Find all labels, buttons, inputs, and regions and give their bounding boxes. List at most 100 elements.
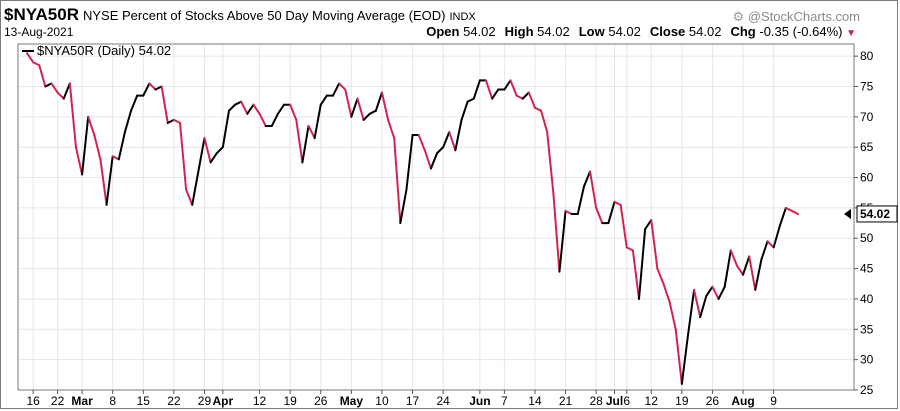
low-value: 54.02 [608, 24, 641, 39]
series-segment [209, 152, 218, 164]
series-segment [766, 240, 775, 249]
series-segment [105, 155, 114, 206]
series-segment [252, 103, 261, 115]
x-tick-label: 26 [706, 394, 720, 408]
series-segment [111, 155, 120, 161]
series-segment [350, 97, 359, 118]
series-segment [662, 282, 671, 303]
down-arrow-icon: ▼ [846, 28, 856, 39]
x-tick-label: Aug [731, 394, 754, 408]
x-tick-label: 22 [51, 394, 65, 408]
x-axis: 16 22 Mar 8 15 22 29 Apr 12 19 26 May 10 17 24 Jun 7 14 21… [26, 390, 777, 408]
series-segment [38, 64, 47, 88]
series-segment [711, 285, 720, 300]
series-segment [503, 79, 512, 91]
x-tick-label: Apr [213, 394, 234, 408]
series-segment [638, 228, 647, 300]
x-tick-label: 24 [436, 394, 450, 408]
series-segment [564, 209, 573, 215]
series-segment [582, 170, 592, 188]
x-tick-label: 22 [167, 394, 181, 408]
series-segment [527, 91, 536, 109]
series-segment [686, 288, 696, 337]
watermark-text: @StockCharts.com [747, 9, 860, 24]
x-tick-label: 9 [770, 394, 777, 408]
series-segment [301, 124, 310, 164]
series-segment [50, 82, 59, 94]
y-tick-label: 75 [860, 79, 874, 93]
gear-icon: ⚙ [732, 9, 745, 24]
x-tick-label: 29 [198, 394, 212, 408]
watermark: ⚙ @StockCharts.com [733, 9, 860, 25]
series-segment [344, 88, 353, 118]
x-tick-label: 26 [314, 394, 328, 408]
series-segment [185, 188, 194, 206]
series-segment [74, 146, 84, 176]
y-axis: 253035404550556065707580 [854, 49, 874, 397]
ticker-symbol: $NYA50R [4, 5, 79, 24]
series-segment [362, 112, 371, 121]
y-tick-label: 40 [860, 292, 874, 306]
series-segment [417, 134, 426, 152]
series-segment [179, 121, 188, 191]
series-segment [227, 103, 237, 112]
series-segment [644, 219, 653, 231]
series-segment [215, 146, 224, 155]
series-segment [276, 103, 286, 115]
series-segment [99, 158, 108, 206]
series-segment [717, 285, 726, 300]
chart-title: $NYA50R NYSE Percent of Stocks Above 50 D… [4, 5, 476, 25]
legend: $NYA50R (Daily) 54.02 [22, 43, 171, 58]
series-segment [289, 103, 298, 121]
chart-date: 13-Aug-2021 [4, 25, 74, 39]
series-segment [246, 103, 255, 115]
series-segment [705, 285, 714, 297]
series-segment [735, 264, 745, 276]
high-value: 54.02 [537, 24, 570, 39]
series-segment [399, 188, 408, 225]
x-tick-label: 8 [109, 394, 116, 408]
series-segment [148, 82, 157, 91]
series-segment [533, 106, 543, 112]
series-segment [466, 97, 475, 103]
series-segment [791, 209, 800, 215]
series-segment [742, 255, 751, 276]
series-segment [448, 131, 457, 152]
open-value: 54.02 [463, 24, 496, 39]
series-segment [68, 82, 77, 149]
plot-area [17, 43, 855, 391]
low-label: Low [578, 24, 605, 39]
series-segment [319, 94, 328, 106]
series-segment [729, 249, 738, 267]
x-tick-label: 12 [253, 394, 267, 408]
y-tick-label: 70 [860, 110, 874, 124]
series-segment [540, 109, 549, 134]
series-segment [172, 118, 181, 124]
x-tick-label: 14 [528, 394, 542, 408]
series-segment [631, 249, 640, 300]
chart-description: NYSE Percent of Stocks Above 50 Day Movi… [82, 8, 446, 23]
x-tick-label: 21 [559, 394, 573, 408]
series-segment [472, 79, 481, 100]
x-tick-label: May [340, 394, 364, 408]
series-segment [650, 219, 659, 270]
series-segment [203, 137, 212, 164]
y-tick-label: 65 [860, 140, 874, 154]
x-tick-label: 17 [406, 394, 420, 408]
series-segment [748, 255, 757, 291]
y-tick-label: 30 [860, 353, 874, 367]
series-segment [356, 97, 365, 121]
series-segment [393, 137, 402, 225]
x-tick-label: 19 [283, 394, 297, 408]
series-segment [552, 191, 561, 273]
series-segment [130, 94, 139, 112]
grid [18, 44, 854, 391]
series-segment [576, 185, 585, 215]
series-segment [760, 240, 769, 261]
series-segment [436, 146, 445, 155]
ohlc-readout: Open 54.02 High 54.02 Low 54.02 Close 54.02… [426, 24, 856, 39]
series-segment [258, 112, 267, 127]
series-segment [240, 100, 249, 115]
